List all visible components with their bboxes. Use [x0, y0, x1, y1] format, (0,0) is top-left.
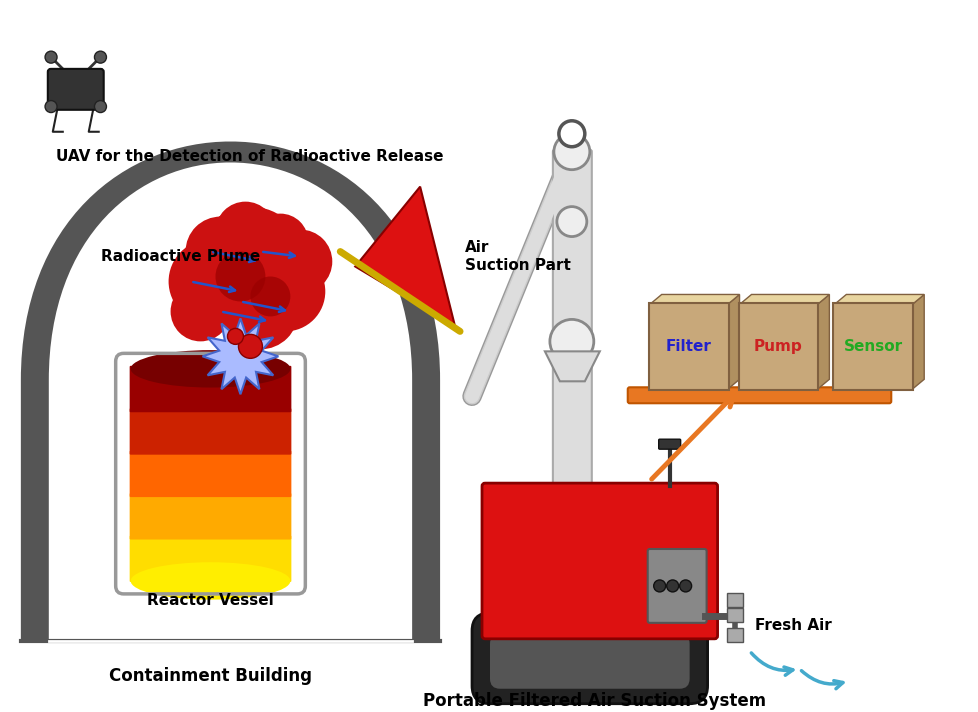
- Ellipse shape: [130, 350, 290, 387]
- Circle shape: [250, 276, 290, 316]
- Polygon shape: [649, 295, 738, 305]
- Circle shape: [558, 121, 584, 147]
- Text: Sensor: Sensor: [843, 340, 902, 355]
- Ellipse shape: [130, 562, 290, 600]
- FancyBboxPatch shape: [48, 69, 104, 110]
- Circle shape: [239, 335, 262, 358]
- PathPatch shape: [49, 162, 412, 641]
- FancyBboxPatch shape: [648, 303, 728, 390]
- FancyBboxPatch shape: [129, 451, 291, 497]
- Text: Filter: Filter: [665, 340, 711, 355]
- Circle shape: [215, 251, 265, 301]
- FancyBboxPatch shape: [726, 608, 741, 622]
- Text: Radioactive Plume: Radioactive Plume: [101, 249, 260, 264]
- FancyBboxPatch shape: [647, 549, 706, 623]
- Circle shape: [186, 216, 255, 286]
- FancyBboxPatch shape: [832, 303, 912, 390]
- Circle shape: [215, 201, 275, 261]
- Text: Containment Building: Containment Building: [109, 666, 312, 685]
- Circle shape: [227, 328, 244, 345]
- Polygon shape: [833, 295, 923, 305]
- Circle shape: [170, 281, 230, 341]
- Text: Portable Filtered Air Suction System: Portable Filtered Air Suction System: [422, 692, 766, 710]
- Circle shape: [94, 51, 107, 63]
- FancyBboxPatch shape: [129, 408, 291, 455]
- Text: Fresh Air: Fresh Air: [754, 618, 830, 634]
- Polygon shape: [545, 351, 600, 382]
- Circle shape: [268, 229, 332, 293]
- Circle shape: [252, 214, 308, 270]
- Text: UAV for the Detection of Radioactive Release: UAV for the Detection of Radioactive Rel…: [56, 150, 443, 164]
- Polygon shape: [738, 295, 828, 305]
- Polygon shape: [911, 295, 923, 389]
- Text: Reactor Vessel: Reactor Vessel: [147, 593, 274, 608]
- Circle shape: [550, 320, 594, 363]
- Circle shape: [196, 206, 305, 316]
- FancyBboxPatch shape: [490, 634, 689, 689]
- Circle shape: [94, 100, 107, 112]
- Circle shape: [45, 100, 57, 112]
- FancyBboxPatch shape: [627, 387, 890, 403]
- Circle shape: [45, 51, 57, 63]
- PathPatch shape: [21, 142, 440, 641]
- FancyBboxPatch shape: [129, 493, 291, 540]
- Circle shape: [554, 134, 589, 169]
- FancyBboxPatch shape: [726, 628, 741, 642]
- FancyBboxPatch shape: [129, 366, 291, 412]
- Polygon shape: [355, 187, 455, 326]
- Circle shape: [556, 206, 586, 236]
- Circle shape: [245, 251, 325, 331]
- FancyBboxPatch shape: [658, 439, 680, 449]
- FancyBboxPatch shape: [553, 150, 592, 633]
- FancyBboxPatch shape: [737, 303, 818, 390]
- Polygon shape: [202, 318, 278, 394]
- Text: Air
Suction Part: Air Suction Part: [465, 241, 570, 273]
- Circle shape: [168, 239, 252, 323]
- Polygon shape: [817, 295, 828, 389]
- FancyBboxPatch shape: [129, 535, 291, 582]
- Polygon shape: [727, 295, 738, 389]
- FancyBboxPatch shape: [726, 593, 741, 607]
- Circle shape: [653, 580, 665, 592]
- FancyBboxPatch shape: [481, 483, 717, 639]
- Circle shape: [222, 273, 298, 350]
- Text: Pump: Pump: [753, 340, 802, 355]
- FancyBboxPatch shape: [471, 613, 707, 703]
- Circle shape: [666, 580, 678, 592]
- Circle shape: [679, 580, 690, 592]
